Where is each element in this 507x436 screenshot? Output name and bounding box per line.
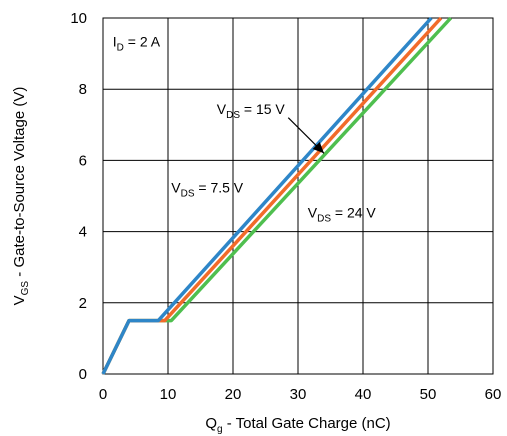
- y-axis-label: VGS - Gate-to-Source Voltage (V): [11, 87, 31, 306]
- annotation-vds24: VDS = 24 V: [308, 204, 377, 224]
- x-tick-label: 40: [355, 386, 372, 403]
- x-tick-label: 30: [290, 386, 307, 403]
- annotation-vds75: VDS = 7.5 V: [171, 179, 244, 199]
- y-tick-label: 6: [79, 152, 87, 169]
- x-tick-label: 10: [160, 386, 177, 403]
- x-axis-label: Qg - Total Gate Charge (nC): [205, 415, 390, 435]
- x-tick-label: 20: [225, 386, 242, 403]
- x-tick-label: 50: [420, 386, 437, 403]
- series-lines: [101, 16, 453, 375]
- y-tick-label: 10: [70, 10, 87, 27]
- annotation-id: ID = 2 A: [113, 33, 161, 53]
- y-tick-label: 2: [79, 295, 87, 312]
- y-tick-label: 0: [79, 366, 87, 383]
- x-tick-label: 60: [485, 386, 502, 403]
- series-line-2: [101, 16, 433, 375]
- y-tick-label: 8: [79, 81, 87, 98]
- tick-labels: 0 10 20 30 40 50 60 0 2 4 6 8 10: [70, 10, 501, 403]
- annotation-arrow-head: [312, 141, 324, 154]
- annotations: ID = 2 A VDS = 15 V VDS = 7.5 V VDS = 24 V: [113, 33, 377, 224]
- plot-frame: [102, 17, 494, 375]
- y-tick-label: 4: [79, 224, 87, 241]
- x-tick-label: 0: [99, 386, 107, 403]
- annotation-vds15: VDS = 15 V: [217, 101, 286, 121]
